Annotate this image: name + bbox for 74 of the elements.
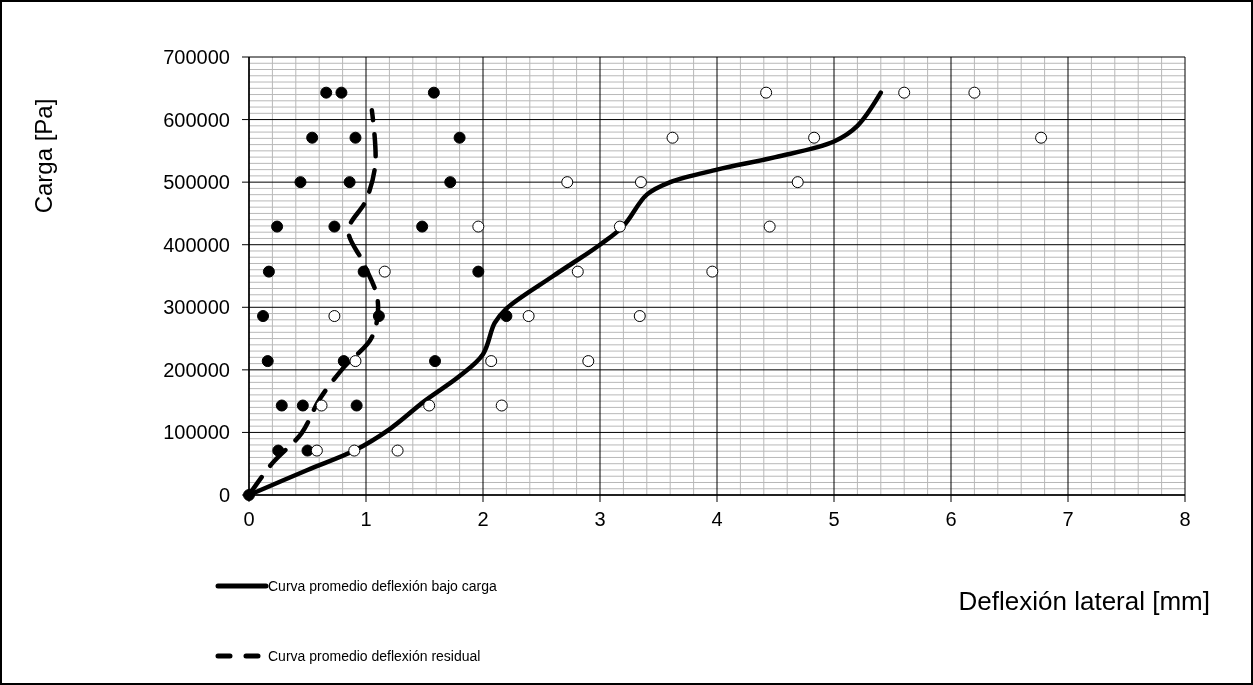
point — [296, 399, 309, 412]
y-tick-label: 0 — [218, 484, 230, 506]
point — [561, 176, 574, 189]
point — [320, 86, 333, 99]
x-tick-label: 6 — [945, 508, 957, 530]
point — [472, 265, 485, 278]
point — [350, 399, 363, 412]
point — [500, 310, 513, 323]
point — [262, 265, 275, 278]
point — [763, 220, 776, 233]
y-axis-title: Carga [Pa] — [30, 98, 57, 214]
point — [391, 444, 404, 457]
point — [315, 399, 328, 412]
point — [328, 310, 341, 323]
point — [634, 176, 647, 189]
point — [328, 220, 341, 233]
point — [898, 86, 911, 99]
legend-label: Curva promedio deflexión bajo carga — [268, 578, 498, 594]
point — [271, 220, 284, 233]
x-tick-label: 8 — [1179, 508, 1191, 530]
point — [310, 444, 323, 457]
legend-label: Curva promedio deflexión residual — [268, 648, 481, 664]
y-tick-label: 200000 — [163, 358, 230, 381]
point — [335, 86, 348, 99]
point — [633, 310, 646, 323]
x-tick-label: 5 — [828, 508, 840, 530]
x-tick-label: 7 — [1062, 508, 1074, 530]
point — [372, 310, 385, 323]
point — [301, 444, 314, 457]
y-tick-label: 700000 — [163, 46, 230, 68]
point — [453, 131, 466, 144]
x-tick-label: 0 — [243, 508, 255, 530]
y-tick-label: 400000 — [163, 233, 230, 256]
y-tick-label: 100000 — [163, 421, 230, 444]
point — [261, 355, 274, 368]
point — [257, 310, 270, 323]
x-tick-label: 3 — [594, 508, 606, 530]
y-tick-label: 300000 — [163, 296, 230, 319]
point — [791, 176, 804, 189]
point — [808, 131, 821, 144]
point — [378, 265, 391, 278]
point — [444, 176, 457, 189]
point — [706, 265, 719, 278]
point — [613, 220, 626, 233]
point — [294, 176, 307, 189]
x-tick-label: 1 — [360, 508, 372, 530]
point — [349, 355, 362, 368]
y-tick-label: 500000 — [163, 171, 230, 194]
x-axis-title: Deflexión lateral [mm] — [958, 586, 1210, 616]
point — [272, 444, 285, 457]
point — [472, 220, 485, 233]
x-tick-label: 4 — [711, 508, 723, 530]
point — [343, 176, 356, 189]
point — [275, 399, 288, 412]
point — [306, 131, 319, 144]
point — [666, 131, 679, 144]
y-tick-label: 600000 — [163, 108, 230, 131]
point — [968, 86, 981, 99]
point — [582, 355, 595, 368]
point — [349, 131, 362, 144]
x-tick-label: 2 — [477, 508, 489, 530]
point — [427, 86, 440, 99]
point — [429, 355, 442, 368]
point — [485, 355, 498, 368]
point — [495, 399, 508, 412]
point — [571, 265, 584, 278]
point — [337, 355, 350, 368]
point — [1035, 131, 1048, 144]
point — [416, 220, 429, 233]
point — [760, 86, 773, 99]
point — [522, 310, 535, 323]
point — [423, 399, 436, 412]
point — [348, 444, 361, 457]
point — [357, 265, 370, 278]
